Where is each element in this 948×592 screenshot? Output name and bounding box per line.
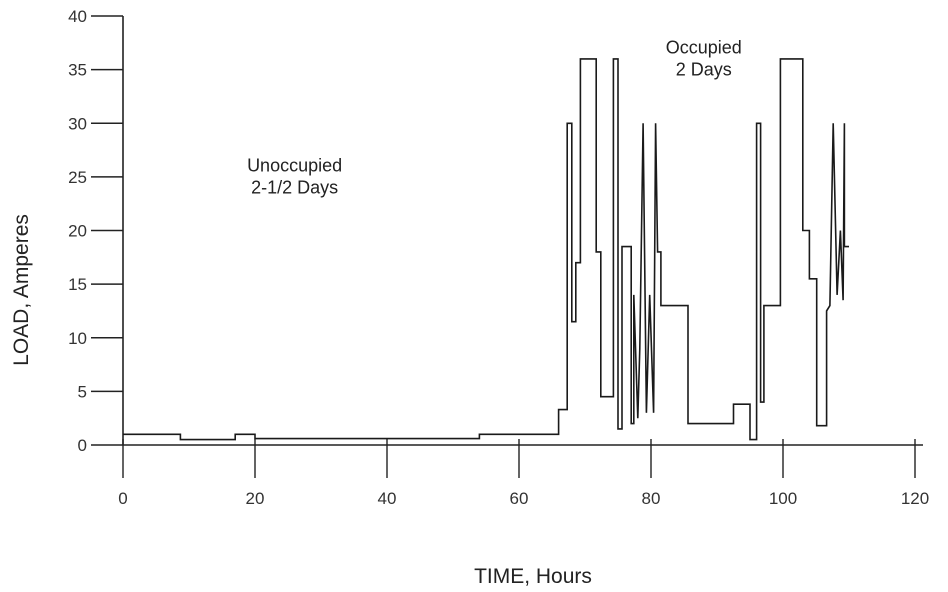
x-axis-title: TIME, Hours bbox=[474, 565, 592, 588]
x-tick-label: 60 bbox=[510, 489, 529, 508]
y-tick-label: 10 bbox=[68, 329, 87, 348]
annotations: Unoccupied 2-1/2 Days Occupied 2 Days bbox=[247, 38, 742, 198]
y-tick-label: 20 bbox=[68, 222, 87, 241]
y-tick-label: 5 bbox=[78, 382, 87, 401]
x-tick-label: 80 bbox=[642, 489, 661, 508]
annotation-unoccupied: Unoccupied 2-1/2 Days bbox=[247, 156, 342, 198]
annotation-occupied: Occupied 2 Days bbox=[666, 38, 742, 80]
x-tick-label: 40 bbox=[378, 489, 397, 508]
y-tick-label: 30 bbox=[68, 114, 87, 133]
ticks bbox=[91, 15, 916, 478]
series-group bbox=[123, 58, 849, 441]
x-tick-label: 100 bbox=[769, 489, 797, 508]
y-tick-label: 0 bbox=[78, 436, 87, 455]
x-tick-label: 0 bbox=[118, 489, 127, 508]
y-tick-label: 25 bbox=[68, 168, 87, 187]
load-series-line bbox=[123, 58, 849, 441]
x-tick-label: 20 bbox=[246, 489, 265, 508]
y-axis-title: LOAD, Amperes bbox=[10, 214, 33, 366]
y-tick-label: 35 bbox=[68, 61, 87, 80]
tick-labels: 0 5 10 15 20 25 30 35 40 0 20 40 60 80 100 120 bbox=[68, 7, 929, 508]
y-tick-label: 15 bbox=[68, 275, 87, 294]
x-tick-label: 120 bbox=[901, 489, 929, 508]
y-tick-label: 40 bbox=[68, 7, 87, 26]
